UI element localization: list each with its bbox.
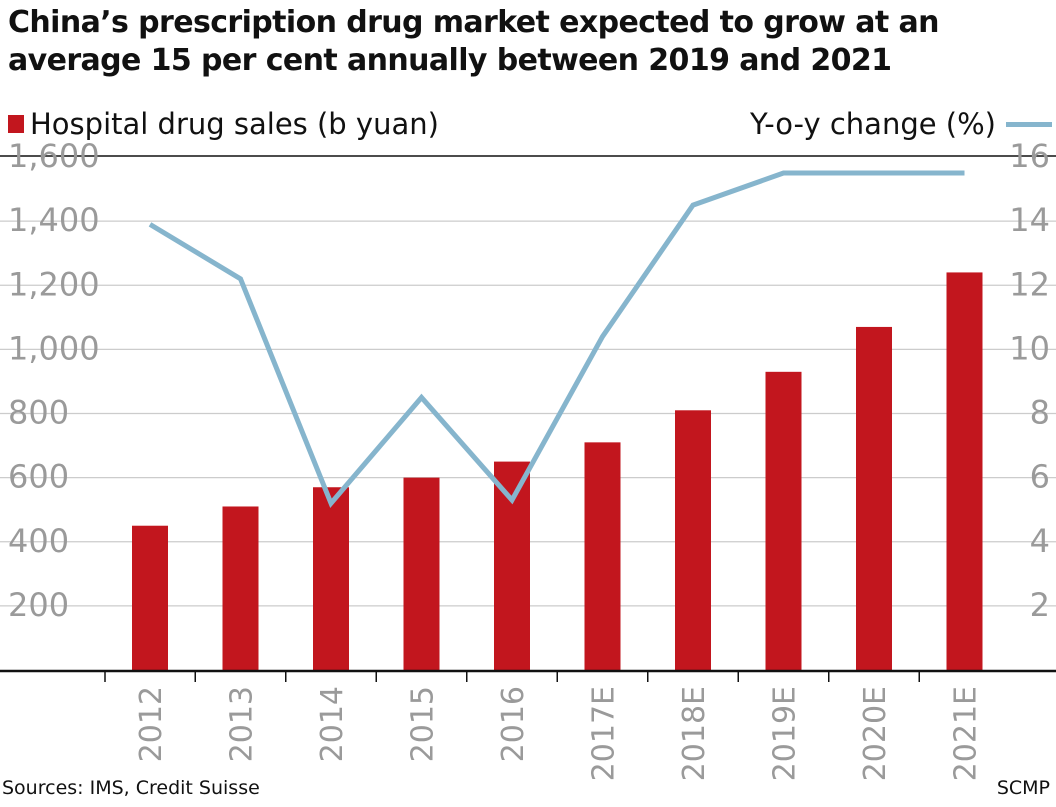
x-tick-label: 2019E	[768, 686, 803, 781]
bar	[675, 410, 711, 670]
chart-title: China’s prescription drug market expecte…	[8, 5, 940, 78]
left-tick-label: 400	[8, 522, 69, 560]
right-tick-label: 2	[1030, 586, 1050, 624]
right-tick-label: 6	[1030, 458, 1050, 496]
left-tick-label: 600	[8, 458, 69, 496]
legend-line: Y-o-y change (%)	[750, 104, 1052, 144]
legend-bar: Hospital drug sales (b yuan)	[8, 104, 439, 144]
yoy-change-line	[148, 170, 965, 509]
bar	[132, 525, 168, 670]
x-tick-label: 2012	[134, 686, 169, 762]
bar	[946, 272, 983, 670]
bar-legend-label: Hospital drug sales (b yuan)	[30, 107, 439, 141]
bar	[313, 487, 349, 670]
left-tick-label: 1,200	[8, 265, 100, 303]
bar	[403, 477, 440, 670]
line-legend-swatch	[1006, 121, 1052, 127]
left-tick-label: 800	[8, 394, 69, 432]
left-tick-label: 1,400	[8, 201, 100, 239]
right-tick-label: 8	[1030, 394, 1050, 432]
bar	[222, 506, 259, 670]
left-tick-label: 1,600	[8, 137, 100, 175]
right-tick-label: 16	[1009, 137, 1050, 175]
x-tick-label: 2020E	[858, 686, 893, 781]
bar	[765, 371, 802, 670]
x-tick-label: 2017E	[587, 686, 622, 781]
bar-legend-swatch	[8, 115, 24, 133]
x-tick-label: 2014	[315, 686, 350, 762]
source-note: Sources: IMS, Credit Suisse	[2, 777, 260, 799]
left-tick-label: 1,000	[8, 329, 100, 367]
left-tick-label: 200	[8, 586, 69, 624]
right-tick-label: 4	[1030, 522, 1050, 560]
x-tick-label: 2018E	[677, 686, 712, 781]
right-tick-label: 12	[1009, 265, 1050, 303]
line-legend-label: Y-o-y change (%)	[749, 107, 996, 141]
x-tick-label: 2013	[225, 686, 260, 762]
right-tick-label: 10	[1009, 329, 1050, 367]
bar	[856, 326, 892, 670]
x-tick-label: 2021E	[949, 686, 984, 781]
x-tick-label: 2015	[406, 686, 441, 762]
bar	[494, 461, 530, 670]
x-tick-label: 2016	[496, 686, 531, 762]
right-tick-label: 14	[1009, 201, 1050, 239]
credit-label: SCMP	[996, 777, 1050, 799]
bar	[584, 442, 621, 670]
